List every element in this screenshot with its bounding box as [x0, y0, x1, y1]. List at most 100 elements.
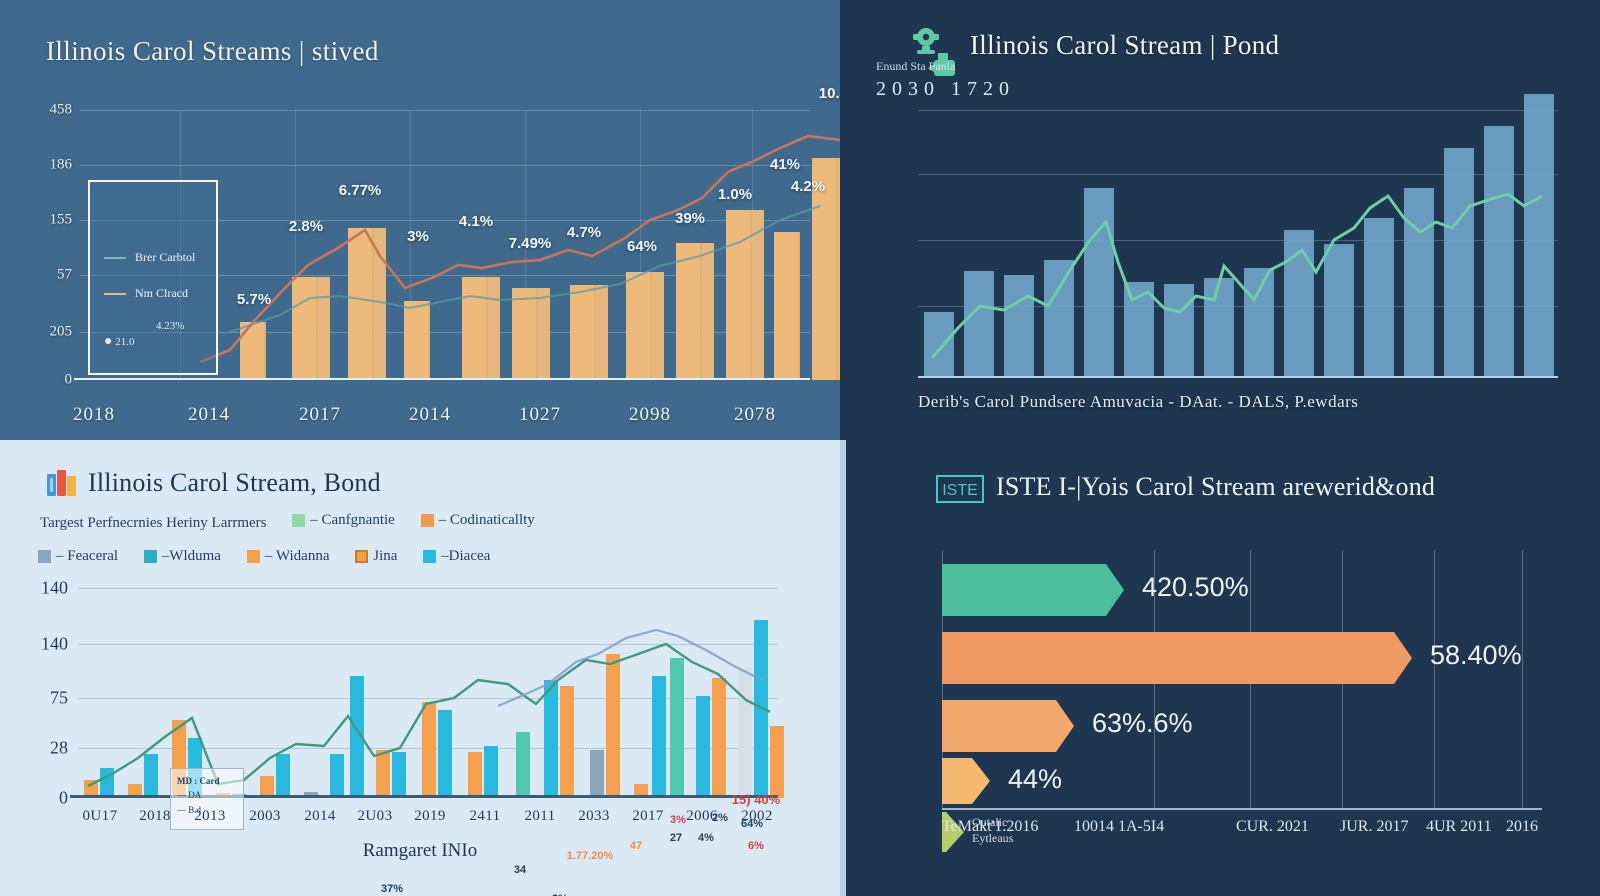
trend-line-series [199, 134, 840, 364]
x-tick-2: 2013 [194, 808, 226, 824]
hbar-label-2: 63%.6% [1092, 708, 1193, 738]
bar-widanna-0 [84, 780, 98, 798]
legend-box-top-left[interactable]: Brer Carbtol Nm Clracd ● 21.0 4.23% [88, 180, 218, 375]
inset-label-value: 21.0 [115, 336, 135, 348]
legend-row-2[interactable]: – Feaceral – Wlduma – Widanna Jina – Diace… [38, 548, 512, 568]
bar-13 [1444, 148, 1474, 378]
chart-panel-top-right: Illinois Carol Stream | Pond Enund Sta P… [840, 0, 1600, 440]
bar-canfgnantie-0 [516, 732, 530, 798]
bar-8 [676, 243, 702, 380]
legend-entry-jina[interactable]: Jina [355, 548, 397, 565]
dl-19: 2% [712, 812, 728, 824]
bar-11 [1364, 218, 1394, 378]
chart-title-bottom-left: Illinois Carol Stream, Bond [88, 468, 381, 497]
bar-4 [462, 277, 488, 380]
chart-panel-bottom-right: ISTE ISTE I-|Yois Carol Stream arewerid&… [840, 440, 1600, 896]
bar-1b [318, 277, 330, 380]
bar-5b [538, 288, 550, 380]
bar-11b [838, 158, 840, 380]
legend-label-widanna: Widanna [275, 548, 330, 564]
bar-feaceral-1 [590, 750, 604, 798]
x-tick-1: 2014 [188, 404, 230, 425]
hbar-3 [942, 758, 990, 804]
legend-label-diacea: Diacea [448, 548, 491, 564]
legend-row-1[interactable]: Targest Perfnecrnies Heriny Larrmers – C… [40, 512, 557, 532]
bar-1 [964, 271, 994, 378]
iste-badge-icon: ISTE [936, 475, 984, 503]
bar-widanna-10 [634, 784, 648, 798]
x-axis-label-top-right: Derib's Carol Pundsere Amuvacia - DAat. … [918, 392, 1359, 411]
legend-entry-wlduma[interactable]: – Wlduma [143, 548, 221, 565]
bar-11 [812, 158, 838, 380]
x-tick-3: JUR. 2017 [1340, 818, 1409, 835]
robot-camera-icon [913, 28, 955, 76]
chart-panel-top-left: Illinois Carol Streams | stived 458 186 … [0, 0, 840, 440]
dl-17: 3% [670, 814, 686, 826]
dl-15: 47 [629, 840, 643, 852]
dl-21: 15) 40% [731, 792, 781, 807]
data-label-10: 41% [769, 156, 801, 173]
data-label-1: 2.8% [288, 218, 324, 235]
legend-label-jina: Jina [373, 548, 398, 564]
data-label-8: 39% [674, 210, 706, 227]
x-tick-1: 2018 [139, 808, 171, 824]
x-tick-0: 0U17 [82, 808, 118, 824]
dl-7: 37% [380, 883, 404, 895]
bar-diacea-12 [696, 696, 710, 798]
legend-label-1: Nm Clracd [135, 286, 188, 300]
bar-diacea-5 [330, 754, 344, 798]
bar-diacea-9 [484, 746, 498, 798]
legend-label-feaceral: Feaceral [67, 548, 119, 564]
annotation-heading: Enund Sta Panla [876, 59, 956, 73]
legend-swatch-widanna [246, 550, 260, 563]
x-tick-6: 2019 [414, 808, 446, 824]
plot-area-top-left: 458 186 155 57 205 0 [50, 102, 840, 388]
x-tick-3: 2003 [249, 808, 281, 824]
bar-diacea-10 [544, 680, 558, 798]
x-tick-1: 10014 1A-5I4 [1074, 818, 1165, 835]
hbar-label-1: 58.40% [1430, 640, 1522, 670]
dl-20: 6% [748, 840, 764, 852]
legend-entry-codinaticallty[interactable]: – Codinaticallty [420, 512, 535, 529]
inner-legend-box[interactable]: MD : Card — DA — B.d [170, 768, 244, 830]
legend-entry-widanna[interactable]: – Widanna [246, 548, 330, 565]
legend-entry-1[interactable]: Nm Clracd [104, 286, 188, 301]
inner-legend-2: — B.d [177, 804, 202, 815]
y-tick-1: 140 [41, 633, 68, 654]
bar-8 [1244, 268, 1274, 378]
x-axis-line-bottom-left [70, 795, 778, 798]
chart-panel-bottom-left: Illinois Carol Stream, Bond Targest Perf… [0, 440, 840, 896]
legend-entry-feaceral[interactable]: – Feaceral [38, 548, 118, 565]
x-tick-10: 2017 [632, 808, 664, 824]
data-label-0: 5.7% [236, 291, 272, 308]
x-tick-4: 1027 [519, 404, 561, 425]
legend-swatch-feaceral [38, 550, 51, 563]
legend-label-0: Brer Carbtol [135, 250, 196, 264]
hbar-0 [942, 564, 1124, 616]
x-tick-0: 2018 [73, 404, 115, 425]
legend-label-wlduma: Wlduma [169, 548, 221, 564]
bar-0 [924, 312, 954, 378]
bar-8b [702, 243, 714, 380]
annotation-values: 2030 1720 [876, 78, 1015, 101]
bar-6 [1164, 284, 1194, 378]
y-tick-0: 140 [41, 577, 68, 598]
x-axis-line-top-left [74, 377, 810, 380]
bar-diacea-7 [392, 752, 406, 798]
legend-swatch-line-0 [104, 257, 126, 260]
inner-legend-0: MD : Card [177, 776, 220, 786]
legend-label-codinaticallty: Codinaticallty [449, 512, 535, 528]
y-tick-1: 186 [49, 156, 73, 173]
x-tick-9: 2033 [578, 808, 610, 824]
data-label-12: 10.4% [818, 85, 840, 102]
legend-entry-0[interactable]: Brer Carbtol [104, 250, 195, 265]
legend-label-canfgnantie: Canfgnantie [321, 512, 395, 528]
y-tick-3: 28 [50, 737, 68, 758]
bar-5 [512, 288, 538, 380]
legend-swatch-codinaticallty [420, 514, 434, 527]
x-tick-7: 2411 [469, 808, 501, 824]
bar-widanna-4 [260, 776, 274, 798]
legend-entry-canfgnantie[interactable]: – Canfgnantie [292, 512, 395, 529]
legend-entry-diacea[interactable]: – Diacea [423, 548, 490, 565]
bar-widanna-8 [560, 686, 574, 798]
